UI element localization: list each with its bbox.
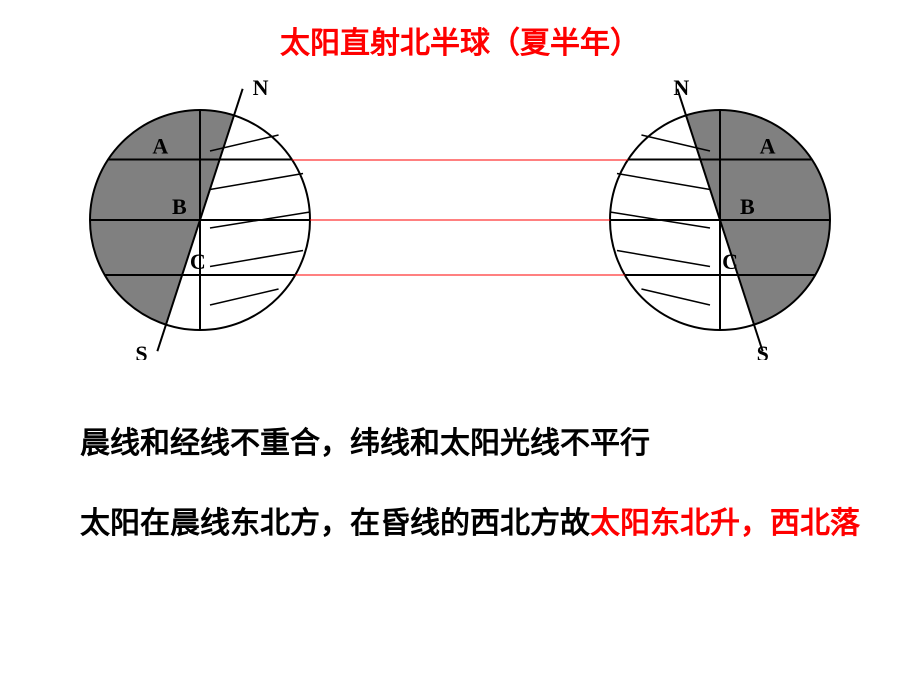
- svg-text:C: C: [722, 249, 738, 274]
- body-line-2-highlight: 太阳东北升，西北落: [590, 507, 860, 540]
- body-line-2: 太阳在晨线东北方，在昏线的西北方故太阳东北升，西北落: [80, 500, 880, 548]
- diagram-container: N S A B C N S A B C: [60, 80, 860, 360]
- body-line-2-prefix: 太阳在晨线东北方，在昏线的西北方故: [80, 507, 590, 540]
- svg-text:C: C: [190, 249, 206, 274]
- svg-text:N: N: [253, 80, 269, 100]
- title-text: 太阳直射北半球（夏半年）: [280, 27, 640, 60]
- terminator-diagram: N S A B C N S A B C: [60, 80, 860, 360]
- svg-text:B: B: [172, 194, 187, 219]
- page-title: 太阳直射北半球（夏半年）: [0, 18, 920, 62]
- svg-text:A: A: [152, 134, 168, 159]
- svg-text:S: S: [135, 341, 147, 360]
- svg-text:N: N: [673, 80, 689, 100]
- body-line-1-text: 晨线和经线不重合，纬线和太阳光线不平行: [80, 427, 650, 460]
- svg-text:A: A: [760, 134, 776, 159]
- svg-text:S: S: [757, 341, 769, 360]
- svg-text:B: B: [740, 194, 755, 219]
- body-line-1: 晨线和经线不重合，纬线和太阳光线不平行: [80, 420, 880, 468]
